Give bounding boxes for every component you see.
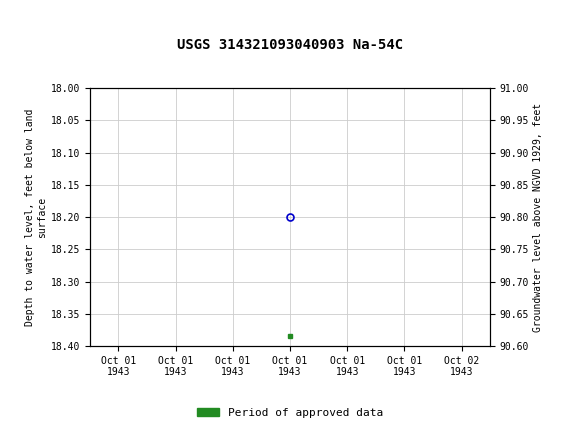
Text: ≋ USGS: ≋ USGS <box>9 6 85 25</box>
Y-axis label: Groundwater level above NGVD 1929, feet: Groundwater level above NGVD 1929, feet <box>534 103 543 332</box>
Text: USGS 314321093040903 Na-54C: USGS 314321093040903 Na-54C <box>177 38 403 52</box>
Legend: Period of approved data: Period of approved data <box>193 403 387 422</box>
Y-axis label: Depth to water level, feet below land
surface: Depth to water level, feet below land su… <box>25 108 46 326</box>
